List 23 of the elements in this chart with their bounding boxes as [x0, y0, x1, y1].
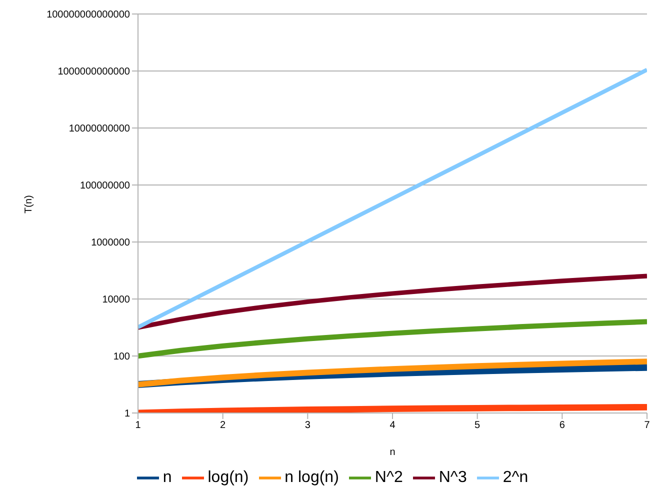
y-tick-label: 10000 [102, 294, 130, 306]
legend-label: N^2 [374, 469, 403, 486]
legend-label: N^3 [438, 469, 467, 486]
y-tick-label: 1000000000000 [58, 66, 130, 78]
x-tick-label: 3 [304, 420, 311, 432]
y-tick-label: 10000000000 [68, 124, 130, 135]
x-tick-label: 2 [220, 420, 226, 432]
y-tick-label: 100000000 [80, 180, 130, 192]
legend-label: n log(n) [284, 469, 339, 486]
x-tick-label: 4 [390, 420, 396, 432]
x-tick-label: 1 [135, 420, 142, 432]
y-axis-title: T(n) [24, 195, 35, 214]
y-tick-label: 100000000000000 [46, 10, 130, 21]
x-tick-label: 6 [559, 420, 566, 432]
x-tick-label: 7 [644, 420, 650, 432]
x-axis-title: n [390, 447, 396, 458]
legend-label: log(n) [208, 469, 249, 486]
y-tick-label: 1000000 [91, 238, 130, 249]
y-tick-label: 1 [124, 408, 130, 420]
x-tick-label: 5 [474, 420, 481, 432]
y-tick-label: 100 [113, 352, 130, 363]
legend-label: 2^n [502, 469, 528, 486]
legend-label: n [162, 469, 172, 486]
